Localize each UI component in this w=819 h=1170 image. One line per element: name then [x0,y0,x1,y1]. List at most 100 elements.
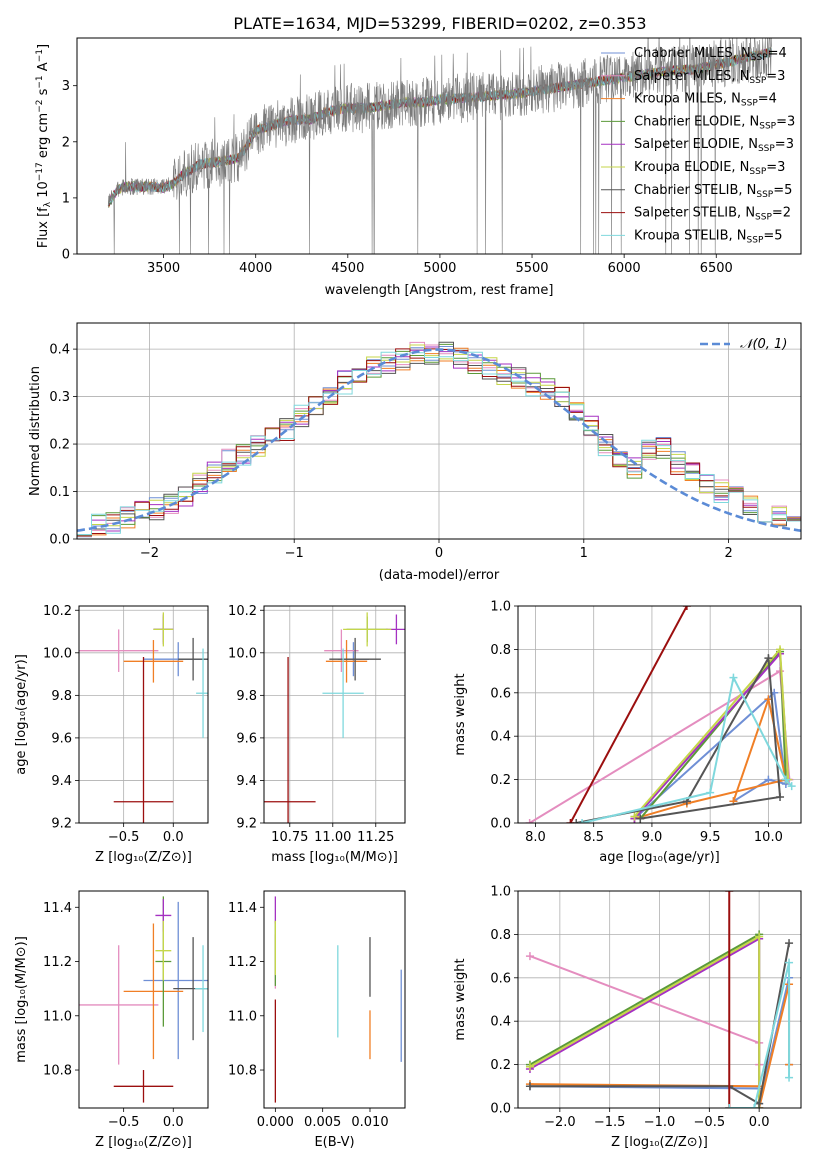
weight-marker [636,814,645,823]
y-tick-label: 0.2 [49,438,70,453]
y-tick-label: 10.2 [228,604,257,619]
legend-entry: Kroupa ELODIE, NSSP=3 [634,160,785,177]
x-tick-label: 4000 [239,261,272,276]
x-tick-label: 11.25 [357,830,394,845]
weight-series-line [569,606,688,823]
y-tick-label: 0.3 [49,390,70,405]
legend-entry: Salpeter MILES, NSSP=3 [634,69,785,86]
x-tick-label: 8.5 [583,830,604,845]
legend-entry: Chabrier MILES, NSSP=4 [634,46,787,63]
y-tick-label: 0.4 [490,730,511,745]
y-tick-label: 11.4 [228,901,257,916]
legend-entry: Salpeter STELIB, NSSP=2 [634,206,791,223]
y-tick-label: 0.6 [490,686,511,701]
axes-frame [263,890,406,1109]
errorbar-points [79,612,208,823]
weight-marker [525,1082,534,1091]
weight-marker [578,819,587,823]
weight-marker [750,1104,759,1108]
weight-marker [776,645,785,654]
axes-frame [78,605,209,824]
weight-marker [682,606,691,610]
y-tick-label: 0 [62,248,70,263]
y-tick-label: 9.4 [236,774,257,789]
x-tick-label: 0.000 [257,1115,294,1130]
figure-title: PLATE=1634, MJD=53299, FIBERID=0202, z=0… [233,14,646,33]
weight-marker [776,792,785,801]
y-tick-label: 0.8 [490,643,511,658]
y-tick-label: 0.6 [490,971,511,986]
normal-curve [77,348,801,532]
y-tick-label: 9.6 [236,731,257,746]
y-tick-label: 0.0 [49,533,70,548]
y-axis-label: mass [log₁₀(M/M⊙)] [14,936,29,1063]
x-tick-label: 8.0 [525,830,546,845]
y-tick-label: 11.0 [43,1009,72,1024]
y-tick-label: 0.0 [490,817,511,832]
weight-marker [729,673,738,682]
spectrum-legend: Chabrier MILES, NSSP=4 Salpeter MILES, NS… [601,46,795,245]
legend-entry: Chabrier STELIB, NSSP=5 [634,183,792,200]
x-tick-label: 11.00 [314,830,351,845]
x-tick-label: 2 [724,546,732,561]
y-tick-label: 0.4 [49,343,70,358]
ebv-vs-mass-panel: 0.000 0.005 0.010 10.8 11.0 11.2 11.4 E(B-V) [228,890,406,1150]
x-axis-label: wavelength [Angstrom, rest frame] [325,283,554,298]
legend-entry: Salpeter ELODIE, NSSP=3 [634,137,794,154]
y-tick-label: 3 [62,79,70,94]
weight-marker [725,1104,734,1108]
residual-histogram-panel: −2 −1 0 1 2 0.0 0.1 0.2 0.3 0.4 𝒩(0, 1) (data-model… [28,322,802,583]
x-axis-label: E(B-V) [314,1135,354,1150]
weight-series-line [529,937,761,1108]
metallicity-vs-mass-panel: −0.5 0.0 10.8 11.0 11.2 11.4 Z [log₁₀(Z/Z⊙)] ma… [14,890,209,1150]
axes-frame [517,890,802,1109]
x-tick-label: −0.5 [108,1115,140,1130]
y-tick-label: 9.2 [236,817,257,832]
y-tick-label: 2 [62,135,70,150]
x-tick-label: −0.5 [108,830,140,845]
weight-series-line [729,962,791,1108]
y-tick-label: 1 [62,191,70,206]
y-tick-label: 10.2 [43,604,72,619]
axes-frame [517,605,802,824]
mass-vs-age-panel: 10.75 11.00 11.25 9.2 9.4 9.6 9.8 10.0 10.2 mass … [228,604,406,865]
observed-spectrum [108,38,772,254]
x-tick-label: −1.5 [594,1115,626,1130]
y-axis-label: mass weight [453,958,468,1040]
weight-marker [706,788,715,797]
x-axis-label: Z [log₁₀(Z/Z⊙)] [95,850,192,865]
age-vs-mass-weight-panel: 8.0 8.5 9.0 9.5 10.0 0.0 0.2 0.4 0.6 0.8 1.0 age [l… [453,600,802,865]
errorbar-points [274,896,402,1103]
y-tick-label: 9.8 [51,689,72,704]
legend-entry: 𝒩(0, 1) [740,337,787,352]
y-tick-label: 0.2 [490,1058,511,1073]
x-tick-label: 5500 [515,261,548,276]
y-tick-label: 11.4 [43,901,72,916]
y-tick-label: 11.0 [228,1009,257,1024]
x-tick-label: 10.75 [271,830,308,845]
errorbar-points [264,612,405,823]
y-axis-label: Normed distribution [28,366,43,496]
weight-marker [525,819,534,823]
weight-marker [525,952,534,961]
spectrum-panel: 3500 4000 4500 5000 5500 6000 6500 0 1 2 3 Chabrier… [35,37,802,298]
weight-marker [764,654,773,663]
weight-marker [755,932,764,941]
y-tick-label: 10.8 [228,1064,257,1079]
x-tick-label: 6500 [700,261,733,276]
weight-marker [525,1062,534,1071]
weight-marker [785,958,794,967]
x-tick-label: 3500 [147,261,180,276]
y-tick-label: 0.0 [490,1102,511,1117]
x-tick-label: 0.0 [749,1115,770,1130]
y-tick-label: 1.0 [490,600,511,615]
x-tick-label: 4500 [331,261,364,276]
y-tick-label: 11.2 [43,955,72,970]
x-tick-label: 10.0 [754,830,783,845]
axes-frame [76,322,802,540]
x-tick-label: 9.0 [642,830,663,845]
x-axis-label: age [log₁₀(age/yr)] [599,850,720,865]
weight-series-line [529,934,761,1108]
weight-marker [566,819,575,823]
